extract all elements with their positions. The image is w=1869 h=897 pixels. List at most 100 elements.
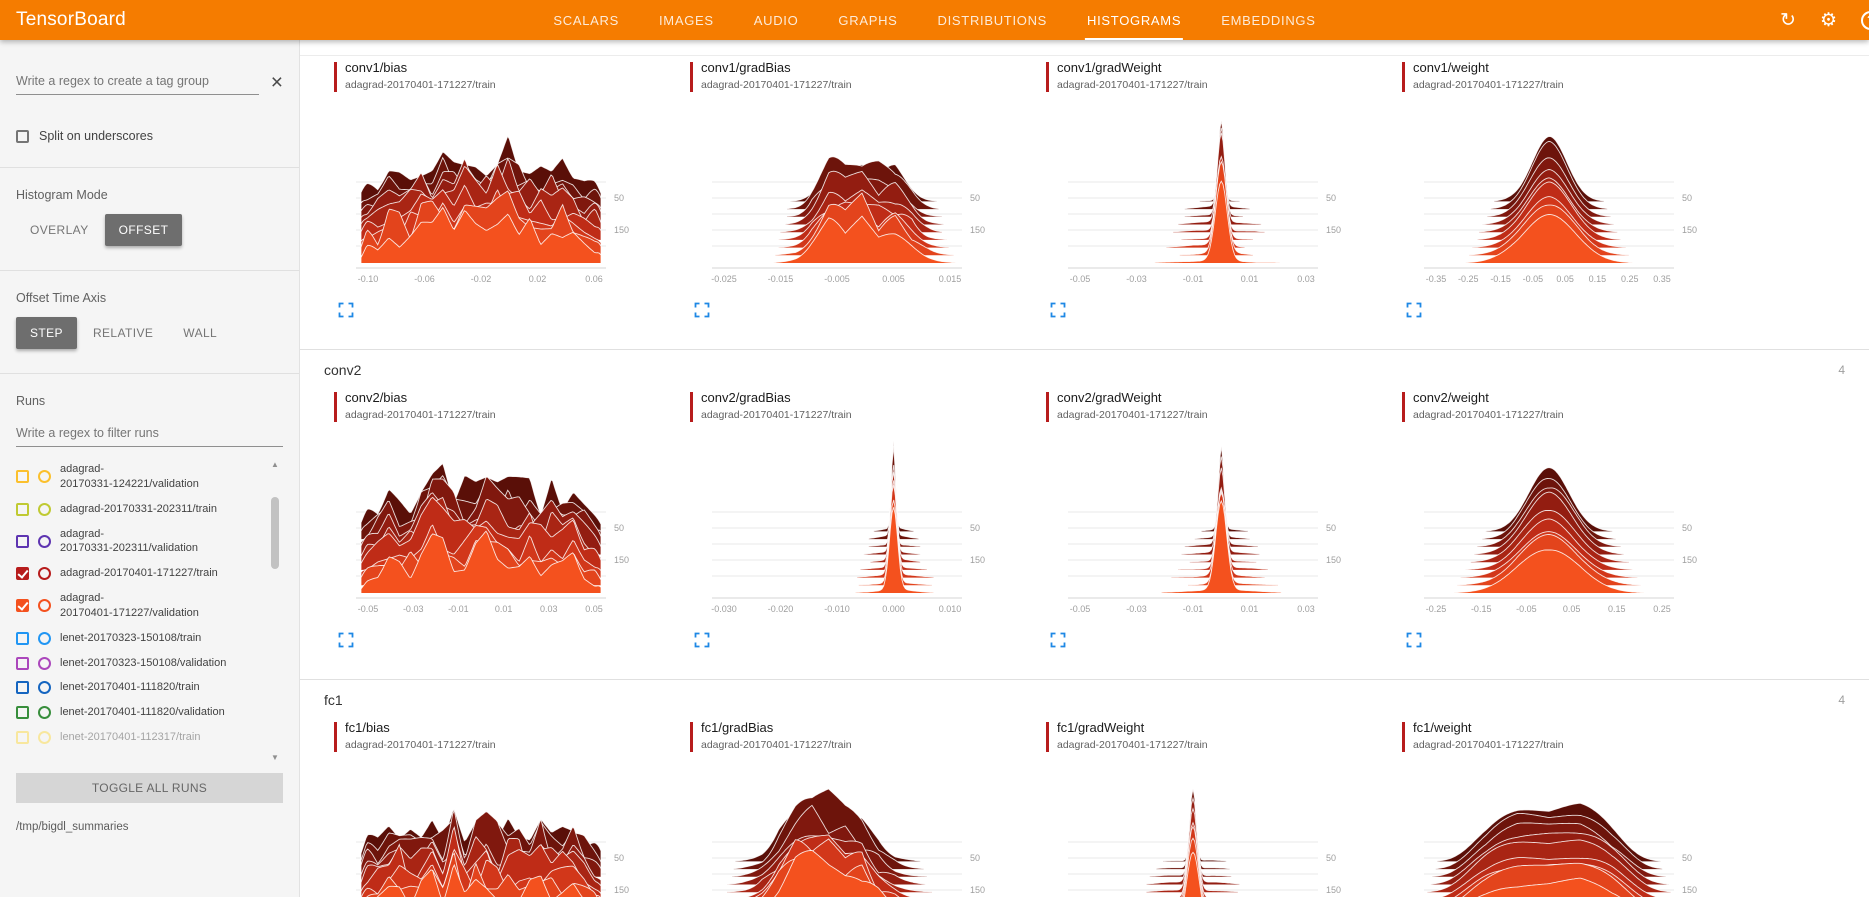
run-radio[interactable]	[38, 502, 51, 516]
histogram-chart[interactable]: 50 150 -0.05 -0.03 -0.01 0.01 0.03	[1056, 96, 1368, 300]
expand-chart-icon[interactable]	[1406, 302, 1422, 318]
expand-chart-icon[interactable]	[338, 302, 354, 318]
offset-time-axis-wall-button[interactable]: WALL	[183, 326, 218, 340]
offset-time-axis-buttons: STEP RELATIVE WALL	[16, 317, 283, 349]
run-radio[interactable]	[38, 599, 51, 613]
run-checkbox[interactable]	[16, 502, 29, 516]
histogram-chart[interactable]: 50 150	[344, 756, 656, 897]
expand-chart-icon[interactable]	[338, 632, 354, 648]
close-icon[interactable]: ×	[270, 71, 283, 94]
run-list-item[interactable]: lenet-20170401-111820/train	[16, 675, 257, 700]
run-list-item[interactable]: adagrad- 20170331-202311/validation	[16, 522, 257, 562]
split-underscores-row[interactable]: Split on underscores	[16, 129, 283, 143]
run-checkbox[interactable]	[16, 681, 29, 695]
run-list-item[interactable]: adagrad- 20170401-171227/validation	[16, 586, 257, 626]
toggle-all-runs-button[interactable]: TOGGLE ALL RUNS	[16, 773, 283, 803]
group-count: 4	[1838, 693, 1845, 707]
svg-text:0.02: 0.02	[529, 274, 547, 284]
run-list-item[interactable]: lenet-20170323-150108/train	[16, 626, 257, 651]
tag-group-fc1: fc1 4 fc1/bias adagrad-20170401-171227/trai…	[300, 679, 1869, 897]
svg-text:-0.10: -0.10	[358, 274, 379, 284]
run-checkbox[interactable]	[16, 599, 29, 613]
split-underscores-checkbox[interactable]	[16, 129, 29, 143]
expand-chart-icon[interactable]	[694, 632, 710, 648]
run-filter-regex-input[interactable]	[16, 422, 283, 447]
chart-header: fc1/gradBias adagrad-20170401-171227/trai…	[690, 720, 1038, 752]
svg-text:0.03: 0.03	[1297, 274, 1315, 284]
settings-gear-icon[interactable]: ⚙	[1819, 9, 1837, 31]
refresh-icon[interactable]: ↻	[1780, 9, 1796, 31]
run-list-item[interactable]: lenet-20170323-150108/validation	[16, 651, 257, 676]
histogram-card: conv1/gradBias adagrad-20170401-171227/tr…	[690, 60, 1038, 323]
run-radio[interactable]	[38, 731, 51, 745]
run-checkbox[interactable]	[16, 567, 29, 581]
chart-run-subtitle: adagrad-20170401-171227/train	[1413, 738, 1564, 751]
run-checkbox[interactable]	[16, 656, 29, 670]
histogram-chart[interactable]: 50 150	[1412, 756, 1724, 897]
scroll-up-icon[interactable]: ▲	[271, 460, 279, 469]
chart-tag-title: conv2/gradBias	[701, 390, 791, 405]
chart-run-subtitle: adagrad-20170401-171227/train	[345, 78, 496, 91]
run-list-item[interactable]: adagrad- 20170331-124221/validation	[16, 457, 257, 497]
histogram-chart[interactable]: 50 150 -0.030 -0.020 -0.010 0.000 0.010	[700, 426, 1012, 630]
run-color-bar	[690, 392, 693, 422]
run-list-item[interactable]: adagrad-20170331-202311/train	[16, 497, 257, 522]
tab-images[interactable]: IMAGES	[658, 12, 714, 28]
run-list-item[interactable]: lenet-20170401-111820/validation	[16, 700, 257, 725]
expand-chart-icon[interactable]	[694, 302, 710, 318]
run-list-scrollbar[interactable]: ▲ ▼	[267, 457, 283, 765]
run-radio[interactable]	[38, 470, 51, 484]
tab-graphs[interactable]: GRAPHS	[838, 12, 898, 28]
svg-text:-0.02: -0.02	[471, 274, 492, 284]
histogram-chart[interactable]: 50 150	[1056, 756, 1368, 897]
svg-text:-0.03: -0.03	[1126, 274, 1147, 284]
expand-chart-icon[interactable]	[1050, 632, 1066, 648]
histogram-chart[interactable]: 50 150 -0.05 -0.03 -0.01 0.01 0.03	[1056, 426, 1368, 630]
svg-text:50: 50	[970, 853, 980, 863]
run-checkbox[interactable]	[16, 631, 29, 645]
run-checkbox[interactable]	[16, 534, 29, 548]
histogram-mode-overlay-button[interactable]: OVERLAY	[30, 223, 89, 237]
offset-time-axis-relative-button[interactable]: RELATIVE	[92, 326, 154, 340]
run-radio[interactable]	[38, 706, 51, 720]
help-icon[interactable]: ?	[1861, 10, 1869, 30]
svg-text:50: 50	[970, 193, 980, 203]
run-radio[interactable]	[38, 681, 51, 695]
group-header[interactable]: conv2 4	[300, 349, 1869, 386]
tab-audio[interactable]: AUDIO	[753, 12, 799, 28]
expand-chart-icon[interactable]	[1406, 632, 1422, 648]
group-header[interactable]: fc1 4	[300, 679, 1869, 716]
tag-group-regex-input[interactable]	[16, 70, 259, 95]
svg-text:-0.25: -0.25	[1426, 604, 1447, 614]
histogram-chart[interactable]: 50 150 -0.25 -0.15 -0.05 0.05 0.15 0.25	[1412, 426, 1724, 630]
svg-text:-0.06: -0.06	[414, 274, 435, 284]
tab-embeddings[interactable]: EMBEDDINGS	[1221, 12, 1316, 28]
log-directory-path: /tmp/bigdl_summaries	[16, 821, 129, 833]
tab-scalars[interactable]: SCALARS	[553, 12, 619, 28]
run-radio[interactable]	[38, 631, 51, 645]
tab-histograms[interactable]: HISTOGRAMS	[1085, 0, 1184, 40]
run-radio[interactable]	[38, 534, 51, 548]
chart-title-block: conv1/weight adagrad-20170401-171227/trai…	[1413, 60, 1564, 92]
run-radio[interactable]	[38, 567, 51, 581]
scroll-down-icon[interactable]: ▼	[271, 753, 279, 762]
offset-time-axis-step-button[interactable]: STEP	[16, 317, 77, 349]
app-title: TensorBoard	[16, 9, 126, 30]
run-list-item[interactable]: lenet-20170401-112317/train	[16, 725, 257, 750]
expand-chart-icon[interactable]	[1050, 302, 1066, 318]
scrollbar-thumb[interactable]	[271, 497, 279, 569]
run-checkbox[interactable]	[16, 706, 29, 720]
run-list-item[interactable]: adagrad-20170401-171227/train	[16, 561, 257, 586]
tab-distributions[interactable]: DISTRIBUTIONS	[937, 12, 1048, 28]
histogram-chart[interactable]: 50 150 -0.05 -0.03 -0.01 0.01 0.03 0.05	[344, 426, 656, 630]
histogram-chart[interactable]: 50 150 -0.10 -0.06 -0.02 0.02 0.06	[344, 96, 656, 300]
histogram-mode-offset-button[interactable]: OFFSET	[104, 214, 183, 246]
split-underscores-label: Split on underscores	[39, 129, 153, 143]
histogram-chart[interactable]: 50 150 -0.025 -0.015 -0.005 0.005 0.015	[700, 96, 1012, 300]
svg-text:150: 150	[970, 555, 985, 565]
run-radio[interactable]	[38, 656, 51, 670]
run-checkbox[interactable]	[16, 470, 29, 484]
histogram-chart[interactable]: 50 150 -0.35 -0.25 -0.15 -0.05 0.05 0.15 0.25 0.3…	[1412, 96, 1724, 300]
histogram-chart[interactable]: 50 150	[700, 756, 1012, 897]
run-checkbox[interactable]	[16, 731, 29, 745]
